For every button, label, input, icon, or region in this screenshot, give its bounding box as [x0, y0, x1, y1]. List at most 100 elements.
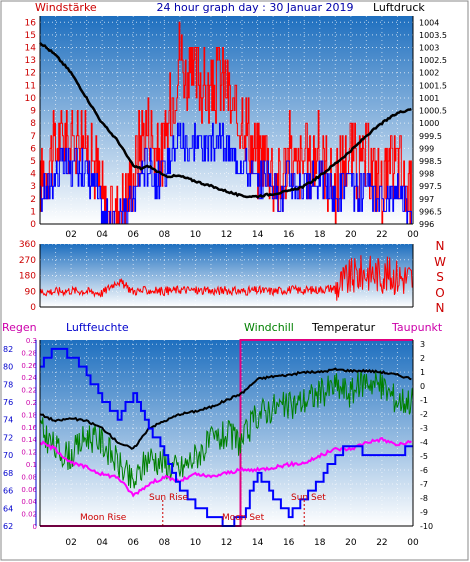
wind-y-tick: 2 — [30, 195, 36, 205]
panel3-x-tick: 18 — [314, 538, 326, 548]
pressure-y-tick: 998 — [419, 170, 434, 179]
panel3-x-tick: 06 — [128, 538, 140, 548]
annotation-moon-set: Moon Set — [222, 513, 265, 523]
pressure-y-tick: 1000 — [419, 119, 439, 128]
panel3-x-tick: 04 — [96, 538, 108, 548]
annotation-sun-set: Sun Set — [291, 493, 326, 503]
wind-y-tick: 8 — [30, 119, 36, 129]
pressure-y-tick: 1001.5 — [419, 81, 447, 90]
panel3-x-tick: 02 — [65, 538, 76, 548]
wind-y-tick: 4 — [30, 170, 36, 180]
humidity-y-tick: 76 — [3, 398, 13, 407]
header-right-label: Luftdruck — [373, 1, 425, 14]
rain-y-tick: 0.06 — [21, 486, 37, 494]
panel1-x-tick: 06 — [128, 230, 140, 240]
temp-y-tick: -10 — [420, 522, 433, 531]
panel1-x-tick: 12 — [221, 230, 232, 240]
temp-y-tick: -6 — [420, 466, 428, 475]
pressure-y-tick: 1003 — [419, 44, 439, 53]
pressure-y-tick: 1003.5 — [419, 31, 447, 40]
wind-y-tick: 3 — [30, 182, 36, 192]
legend-temperature: Temperatur — [311, 321, 376, 334]
legend-dewpoint: Taupunkt — [391, 321, 443, 334]
humidity-y-tick: 62 — [3, 522, 13, 531]
compass-s: S — [436, 270, 444, 284]
pressure-y-tick: 1002 — [419, 69, 439, 78]
wind-y-tick: 7 — [30, 132, 36, 142]
temp-y-tick: -7 — [420, 480, 428, 489]
rain-y-tick: 0.16 — [21, 424, 37, 432]
pressure-y-tick: 996.5 — [419, 207, 442, 216]
pressure-y-tick: 997.5 — [419, 182, 442, 191]
rain-y-tick: 0.3 — [26, 337, 37, 345]
annotation-sun-rise: Sun Rise — [149, 493, 188, 503]
pressure-y-tick: 999 — [419, 144, 434, 153]
compass-n-bottom: N — [436, 301, 445, 315]
panel1-x-tick: 16 — [283, 230, 295, 240]
panel1-x-tick: 22 — [376, 230, 387, 240]
wind-y-tick: 1 — [30, 207, 36, 217]
pressure-y-tick: 1004 — [419, 18, 439, 27]
rain-y-tick: 0.1 — [26, 461, 37, 469]
temp-y-tick: -3 — [420, 424, 428, 433]
series-wind-direction — [39, 255, 413, 301]
humidity-y-tick: 70 — [3, 451, 13, 460]
rain-y-tick: 0.08 — [21, 473, 37, 481]
rain-y-tick: 0.22 — [21, 387, 37, 395]
panel1-x-tick: 14 — [252, 230, 264, 240]
rain-y-tick: 0.24 — [21, 374, 37, 382]
rain-y-tick: 0.12 — [21, 449, 37, 457]
panel1-x-tick: 20 — [345, 230, 357, 240]
humidity-y-tick: 68 — [3, 469, 13, 478]
panel3-x-tick: 14 — [252, 538, 264, 548]
direction-y-tick: 180 — [19, 272, 36, 282]
rain-y-tick: 0.28 — [21, 349, 37, 357]
series-pressure — [39, 42, 412, 199]
series-wind-gust — [40, 21, 413, 225]
annotation-moon-rise: Moon Rise — [80, 513, 127, 523]
pressure-y-tick: 1000.5 — [419, 107, 447, 116]
wind-y-tick: 6 — [30, 144, 36, 154]
humidity-y-tick: 82 — [3, 345, 13, 354]
panel3-x-tick: 20 — [345, 538, 357, 548]
rain-y-tick: 0 — [33, 523, 37, 531]
wind-y-tick: 10 — [25, 94, 37, 104]
temp-y-tick: 0 — [420, 382, 425, 391]
pressure-y-tick: 999.5 — [419, 132, 442, 141]
panel3-x-tick: 08 — [159, 538, 171, 548]
compass-o: O — [435, 286, 444, 300]
series-dewpoint — [39, 436, 412, 498]
pressure-y-tick: 1002.5 — [419, 56, 447, 65]
humidity-y-tick: 78 — [3, 380, 13, 389]
humidity-y-tick: 80 — [3, 363, 13, 372]
header-left-label: Windstärke — [35, 1, 97, 14]
pressure-y-tick: 997 — [419, 195, 434, 204]
rain-y-tick: 0.04 — [21, 498, 37, 506]
pressure-y-tick: 1001 — [419, 94, 439, 103]
wind-y-tick: 12 — [25, 69, 36, 79]
panel1-x-tick: 10 — [190, 230, 202, 240]
temp-y-tick: 1 — [420, 368, 425, 377]
legend-rain: Regen — [2, 321, 37, 334]
temp-y-tick: 3 — [420, 340, 425, 349]
rain-y-tick: 0.2 — [26, 399, 37, 407]
direction-y-tick: 0 — [30, 303, 36, 313]
panel1-x-tick: 04 — [96, 230, 108, 240]
rain-y-tick: 0.26 — [21, 362, 37, 370]
panel1-x-tick: 08 — [159, 230, 171, 240]
wind-y-tick: 15 — [25, 31, 36, 41]
direction-y-tick: 270 — [19, 256, 36, 266]
panel3-x-tick: 16 — [283, 538, 295, 548]
panel3-x-tick: 10 — [190, 538, 202, 548]
wind-y-tick: 9 — [30, 107, 36, 117]
temp-y-tick: 2 — [420, 354, 425, 363]
temp-y-tick: -8 — [420, 494, 428, 503]
humidity-y-tick: 74 — [3, 416, 13, 425]
temp-y-tick: -1 — [420, 396, 428, 405]
pressure-y-tick: 998.5 — [419, 157, 442, 166]
rain-y-tick: 0.18 — [21, 411, 37, 419]
series-wind-mean — [40, 122, 413, 225]
panel3-x-tick: 00 — [407, 538, 419, 548]
